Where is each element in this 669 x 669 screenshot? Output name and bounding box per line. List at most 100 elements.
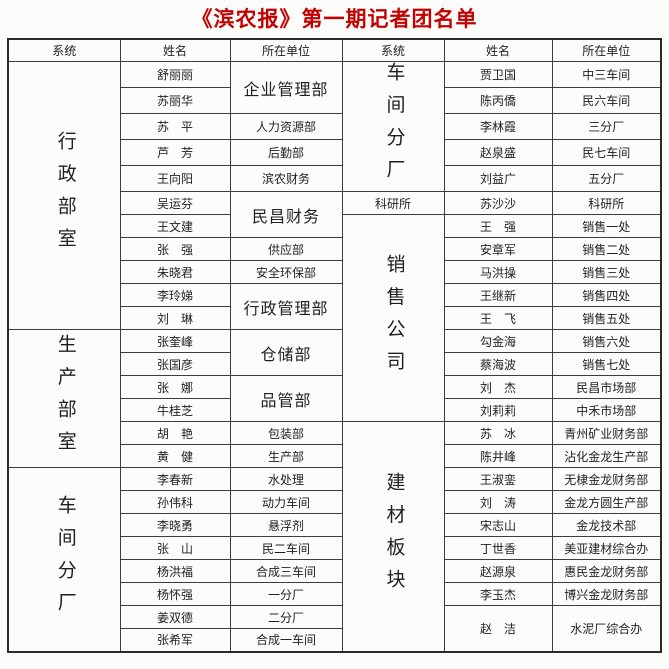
section-label-text: 车间分厂	[383, 62, 405, 192]
name-cell: 李玉杰	[443, 582, 553, 607]
name-cell: 李春新	[119, 467, 231, 492]
unit-cell: 金龙方圆生产部	[551, 490, 662, 515]
unit-cell: 销售一处	[551, 214, 662, 239]
unit-cell: 销售三处	[551, 260, 662, 285]
unit-cell: 供应部	[229, 237, 343, 262]
page-title: 《滨农报》第一期记者团名单	[191, 8, 478, 31]
table-row: 车间分厂 李春新 水处理 王淑銮 无棣金龙财务部	[7, 467, 662, 653]
section-label: 车间分厂	[341, 60, 445, 193]
table-row: 苏 平人力资源部 李林霞 三分厂	[8, 113, 662, 141]
name-cell: 刘 涛	[443, 490, 553, 515]
name-cell: 张 强	[119, 237, 231, 262]
section-label-text: 行政部室	[54, 131, 76, 261]
unit-cell: 中禾市场部	[551, 398, 662, 423]
name-cell: 姜双德	[119, 605, 231, 630]
unit-cell: 惠民金龙财务部	[551, 559, 662, 584]
name-cell: 黄 健	[119, 444, 231, 469]
name-cell: 吴运芬	[119, 191, 231, 216]
name-cell: 李玲娣	[119, 283, 231, 308]
name-cell: 苏沙沙	[443, 191, 553, 216]
table-row: 芦 芳后勤部 赵泉盛 民七车间	[8, 139, 662, 167]
section-label-text: 科研所	[374, 196, 411, 211]
unit-cell: 民二车间	[229, 536, 343, 561]
name-cell: 王继新	[443, 283, 553, 308]
section-label-text: 建材板块	[383, 471, 405, 602]
name-cell: 勾金海	[443, 329, 553, 354]
roster-body: 行政部室 舒丽丽 企业管理部 车间分厂 贾卫国 中三车间 苏丽华 陈丙僑 民六车间苏 平人力资源…	[7, 60, 662, 653]
table-row: 张希军 合成一车间	[8, 628, 661, 653]
unit-cell: 中三车间	[551, 60, 662, 89]
unit-cell: 行政管理部	[229, 283, 343, 331]
section-label: 销售公司	[341, 214, 445, 423]
name-cell: 舒丽丽	[119, 60, 231, 89]
unit-cell: 销售七处	[551, 352, 662, 377]
name-cell: 王淑銮	[443, 467, 553, 492]
name-cell: 赵 洁	[443, 605, 553, 653]
name-cell: 宋志山	[443, 513, 553, 538]
unit-cell: 金龙技术部	[551, 513, 662, 538]
name-cell: 牛桂芝	[119, 398, 231, 423]
unit-cell: 二分厂	[229, 605, 343, 630]
table-row: 行政部室 舒丽丽 企业管理部 车间分厂 贾卫国 中三车间	[7, 60, 662, 331]
unit-cell: 销售六处	[551, 329, 662, 354]
unit-cell: 三分厂	[551, 113, 662, 141]
table-row: 胡 艳包装部 建材板块 苏 冰青州矿业财务部	[8, 421, 662, 653]
name-cell: 张希军	[119, 628, 231, 653]
name-cell: 陈丙僑	[443, 87, 553, 115]
table-row: 吴运芬 民昌财务 科研所 苏沙沙 科研所	[8, 191, 662, 239]
section-label: 车间分厂	[7, 467, 121, 653]
name-cell: 贾卫国	[443, 60, 553, 89]
unit-cell: 人力资源部	[229, 113, 343, 141]
unit-cell: 包装部	[229, 421, 343, 446]
section-label: 生产部室	[7, 329, 121, 469]
unit-cell: 水处理	[229, 467, 343, 492]
name-cell: 王 飞	[443, 306, 553, 331]
unit-cell: 品管部	[229, 375, 343, 423]
name-cell: 安章军	[443, 237, 553, 262]
table-row: 杨怀强 一分厂 李玉杰 博兴金龙财务部	[8, 582, 662, 607]
unit-cell: 悬浮剂	[229, 513, 343, 538]
header-system-right: 系统	[341, 38, 445, 62]
unit-cell: 民六车间	[551, 87, 662, 115]
unit-cell: 企业管理部	[229, 60, 343, 115]
table-row: 苏丽华 陈丙僑 民六车间	[8, 87, 662, 115]
table-row: 杨洪福 合成三车间 赵源泉 惠民金龙财务部	[8, 559, 662, 584]
unit-cell: 仓储部	[229, 329, 343, 377]
table-row: 朱晓君 安全环保部 马洪操 销售三处	[8, 260, 662, 285]
name-cell: 芦 芳	[119, 139, 231, 167]
name-cell: 蔡海波	[443, 352, 553, 377]
unit-cell: 安全环保部	[229, 260, 343, 285]
unit-cell: 水泥厂综合办	[551, 605, 662, 653]
unit-cell: 美亚建材综合办	[551, 536, 662, 561]
name-cell: 王向阳	[119, 165, 231, 193]
section-label-text: 销售公司	[383, 253, 405, 383]
header-row: 系统 姓名 所在单位 系统 姓名 所在单位	[7, 38, 662, 62]
name-cell: 王文建	[119, 214, 231, 239]
name-cell: 刘 杰	[443, 375, 553, 400]
name-cell: 张奎峰	[119, 329, 231, 354]
unit-cell: 科研所	[551, 191, 662, 216]
name-cell: 马洪操	[443, 260, 553, 285]
unit-cell: 销售五处	[551, 306, 662, 331]
name-cell: 李林霞	[443, 113, 553, 141]
unit-cell: 生产部	[229, 444, 343, 469]
unit-cell: 民七车间	[551, 139, 662, 167]
section-label: 建材板块	[341, 421, 445, 653]
table-row: 生产部室 张奎峰 仓储部 勾金海 销售六处	[7, 329, 662, 469]
header-system-left: 系统	[7, 38, 121, 62]
name-cell: 陈井峰	[443, 444, 553, 469]
roster-table: 系统 姓名 所在单位 系统 姓名 所在单位 行政部室 舒丽丽 企业管理部 车间分厂 贾卫…	[7, 38, 662, 653]
name-cell: 胡 艳	[119, 421, 231, 446]
name-cell: 刘 琳	[119, 306, 231, 331]
unit-cell: 一分厂	[229, 582, 343, 607]
name-cell: 赵源泉	[443, 559, 553, 584]
table-row: 张 娜品管部 刘 杰民昌市场部	[8, 375, 662, 423]
name-cell: 张 山	[119, 536, 231, 561]
name-cell: 朱晓君	[119, 260, 231, 285]
table-row: 李晓勇 悬浮剂 宋志山 金龙技术部	[8, 513, 662, 538]
unit-cell: 民昌市场部	[551, 375, 662, 400]
name-cell: 苏丽华	[119, 87, 231, 115]
name-cell: 丁世香	[443, 536, 553, 561]
name-cell: 张 娜	[119, 375, 231, 400]
